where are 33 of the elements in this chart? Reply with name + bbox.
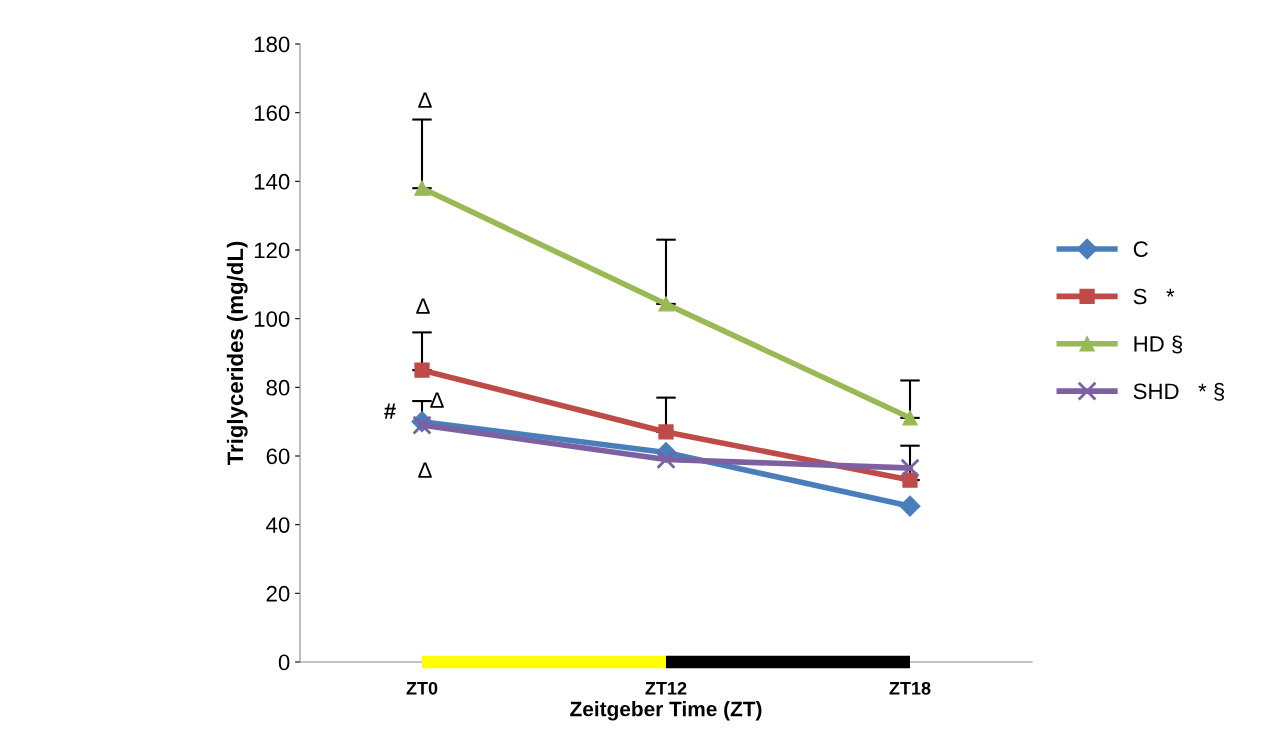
y-tick-label: 20 [266, 585, 290, 602]
x-tick-label: ZT0 [406, 681, 438, 695]
legend-label: HD § [1134, 335, 1183, 354]
annotation: Δ [430, 392, 444, 408]
legend-label: S * [1133, 288, 1175, 305]
point [900, 458, 920, 478]
x-tick-label: ZT18 [889, 681, 931, 695]
legend-label: C [1133, 241, 1148, 257]
point [658, 296, 674, 312]
point [902, 472, 918, 488]
y-tick-label: 40 [266, 517, 290, 533]
y-tick-label: 60 [266, 448, 290, 465]
x-tick-label: ZT12 [645, 681, 687, 695]
annotation: # [384, 403, 396, 419]
y-tick-label: 80 [266, 379, 290, 396]
y-tick-label: 120 [254, 242, 290, 259]
annotation: Δ [418, 92, 432, 108]
point [899, 495, 921, 517]
y-tick-label: 0 [278, 654, 290, 671]
point [902, 410, 918, 426]
y-tick-label: 100 [254, 311, 290, 327]
x-axis-title: Zeitgeber Time (ZT) [570, 701, 762, 721]
annotation: Δ [416, 298, 430, 314]
legend-label: SHD * § [1133, 382, 1225, 401]
annotation: Δ [418, 462, 432, 478]
y-tick-label: 140 [254, 173, 290, 190]
point [658, 424, 674, 440]
point [414, 180, 430, 196]
point [414, 362, 430, 378]
y-tick-label: 160 [254, 105, 290, 121]
y-axis-title: Triglycerides (mg/dL) [226, 241, 248, 466]
point [656, 449, 676, 470]
y-tick-label: 180 [254, 36, 290, 53]
